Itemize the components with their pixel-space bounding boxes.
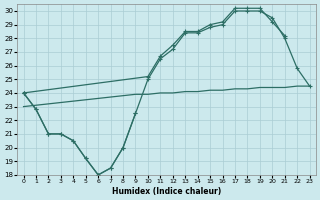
X-axis label: Humidex (Indice chaleur): Humidex (Indice chaleur) <box>112 187 221 196</box>
